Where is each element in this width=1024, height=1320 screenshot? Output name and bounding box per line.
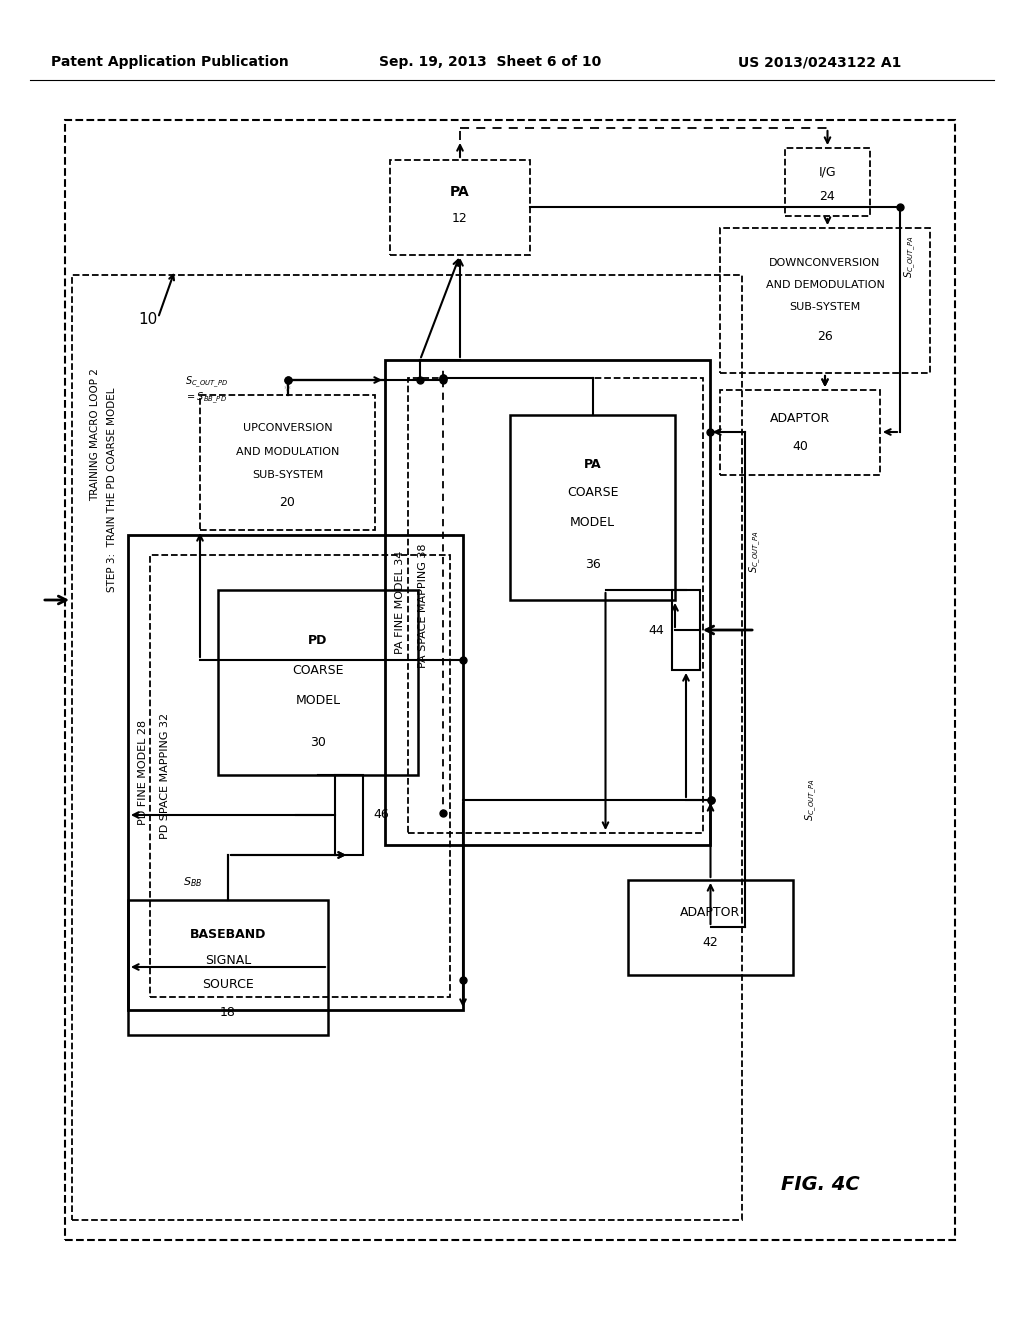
Text: $S_{C\_OUT\_PA}$: $S_{C\_OUT\_PA}$ xyxy=(804,779,818,821)
Text: UPCONVERSION: UPCONVERSION xyxy=(243,422,333,433)
Text: 36: 36 xyxy=(585,558,600,572)
Text: TRAINING MACRO LOOP 2: TRAINING MACRO LOOP 2 xyxy=(90,368,100,502)
Bar xyxy=(720,389,880,475)
Bar xyxy=(335,775,362,855)
Text: $= S_{BB\_PD}$: $= S_{BB\_PD}$ xyxy=(185,391,227,405)
Text: I/G: I/G xyxy=(818,165,837,178)
Text: ADAPTOR: ADAPTOR xyxy=(770,412,830,425)
Text: PA SPACE MAPPING 38: PA SPACE MAPPING 38 xyxy=(418,544,428,668)
Bar xyxy=(672,590,700,671)
Bar xyxy=(385,360,710,845)
Text: $S_{C\_OUT\_PA}$: $S_{C\_OUT\_PA}$ xyxy=(902,236,918,279)
Bar xyxy=(390,160,530,255)
Bar xyxy=(150,554,450,997)
Text: 46: 46 xyxy=(373,808,389,821)
Text: PA: PA xyxy=(584,458,601,471)
Text: 18: 18 xyxy=(220,1006,236,1019)
Text: MODEL: MODEL xyxy=(296,693,341,706)
Text: PD: PD xyxy=(308,634,328,647)
Text: AND MODULATION: AND MODULATION xyxy=(236,447,339,457)
Text: SUB-SYSTEM: SUB-SYSTEM xyxy=(790,302,860,312)
Bar xyxy=(408,378,703,833)
Text: Patent Application Publication: Patent Application Publication xyxy=(51,55,289,69)
Text: 10: 10 xyxy=(138,313,158,327)
Text: $S_{C\_OUT\_PD}$: $S_{C\_OUT\_PD}$ xyxy=(185,375,228,389)
Text: ADAPTOR: ADAPTOR xyxy=(680,907,740,920)
Text: PA FINE MODEL 34: PA FINE MODEL 34 xyxy=(395,550,406,653)
Text: 30: 30 xyxy=(310,737,326,750)
Text: FIG. 4C: FIG. 4C xyxy=(780,1176,859,1195)
Text: MODEL: MODEL xyxy=(570,516,615,529)
Bar xyxy=(720,228,930,374)
Text: BASEBAND: BASEBAND xyxy=(189,928,266,941)
Text: 44: 44 xyxy=(648,623,664,636)
Bar xyxy=(65,120,955,1239)
Bar xyxy=(785,148,870,216)
Bar xyxy=(510,414,675,601)
Text: AND DEMODULATION: AND DEMODULATION xyxy=(766,280,885,290)
Text: COARSE: COARSE xyxy=(292,664,344,676)
Text: SOURCE: SOURCE xyxy=(202,978,254,991)
Bar xyxy=(200,395,375,531)
Text: 42: 42 xyxy=(702,936,719,949)
Bar xyxy=(128,900,328,1035)
Text: DOWNCONVERSION: DOWNCONVERSION xyxy=(769,257,881,268)
Text: 12: 12 xyxy=(453,211,468,224)
Text: 24: 24 xyxy=(819,190,836,202)
Text: 26: 26 xyxy=(817,330,833,342)
Bar xyxy=(128,535,463,1010)
Text: PA: PA xyxy=(451,185,470,199)
Text: PD SPACE MAPPING 32: PD SPACE MAPPING 32 xyxy=(160,713,170,840)
Text: $S_{C\_OUT\_PA}$: $S_{C\_OUT\_PA}$ xyxy=(748,531,763,573)
Text: SIGNAL: SIGNAL xyxy=(205,953,251,966)
Text: COARSE: COARSE xyxy=(566,487,618,499)
Text: 40: 40 xyxy=(792,440,808,453)
Bar xyxy=(72,275,742,1220)
Text: PD FINE MODEL 28: PD FINE MODEL 28 xyxy=(138,719,148,825)
Text: Sep. 19, 2013  Sheet 6 of 10: Sep. 19, 2013 Sheet 6 of 10 xyxy=(379,55,601,69)
Text: SUB-SYSTEM: SUB-SYSTEM xyxy=(252,470,324,480)
Bar xyxy=(218,590,418,775)
Text: STEP 3:  TRAIN THE PD COARSE MODEL: STEP 3: TRAIN THE PD COARSE MODEL xyxy=(106,388,117,593)
Bar xyxy=(628,880,793,975)
Text: $S_{BB}$: $S_{BB}$ xyxy=(183,875,203,888)
Text: 20: 20 xyxy=(280,496,296,510)
Text: US 2013/0243122 A1: US 2013/0243122 A1 xyxy=(738,55,902,69)
